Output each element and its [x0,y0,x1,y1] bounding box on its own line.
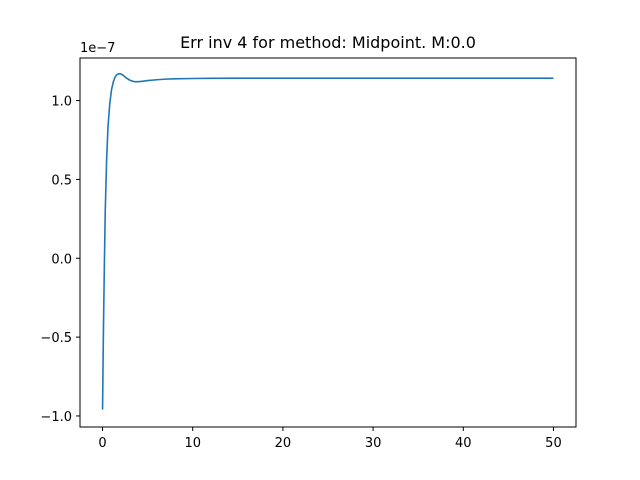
y-tick-label: −0.5 [40,331,72,346]
x-tick-label: 50 [545,436,562,451]
chart-title: Err inv 4 for method: Midpoint. M:0.0 [180,33,476,52]
y-tick-label: 1.0 [51,95,72,110]
x-tick-label: 20 [275,436,292,451]
y-tick-label: 0.0 [51,252,72,267]
y-offset-label: 1e−7 [80,41,115,56]
plot-area [101,72,554,410]
series-line-1 [101,72,554,410]
x-tick-label: 0 [98,436,106,451]
x-axis: 0 10 20 30 40 50 [98,427,562,451]
x-tick-label: 40 [455,436,472,451]
y-axis: −1.0 −0.5 0.0 0.5 1.0 [40,95,80,425]
x-tick-label: 30 [365,436,382,451]
y-tick-label: −1.0 [40,410,72,425]
plot-frame [79,57,577,428]
x-tick-label: 10 [184,436,201,451]
y-tick-label: 0.5 [51,173,72,188]
